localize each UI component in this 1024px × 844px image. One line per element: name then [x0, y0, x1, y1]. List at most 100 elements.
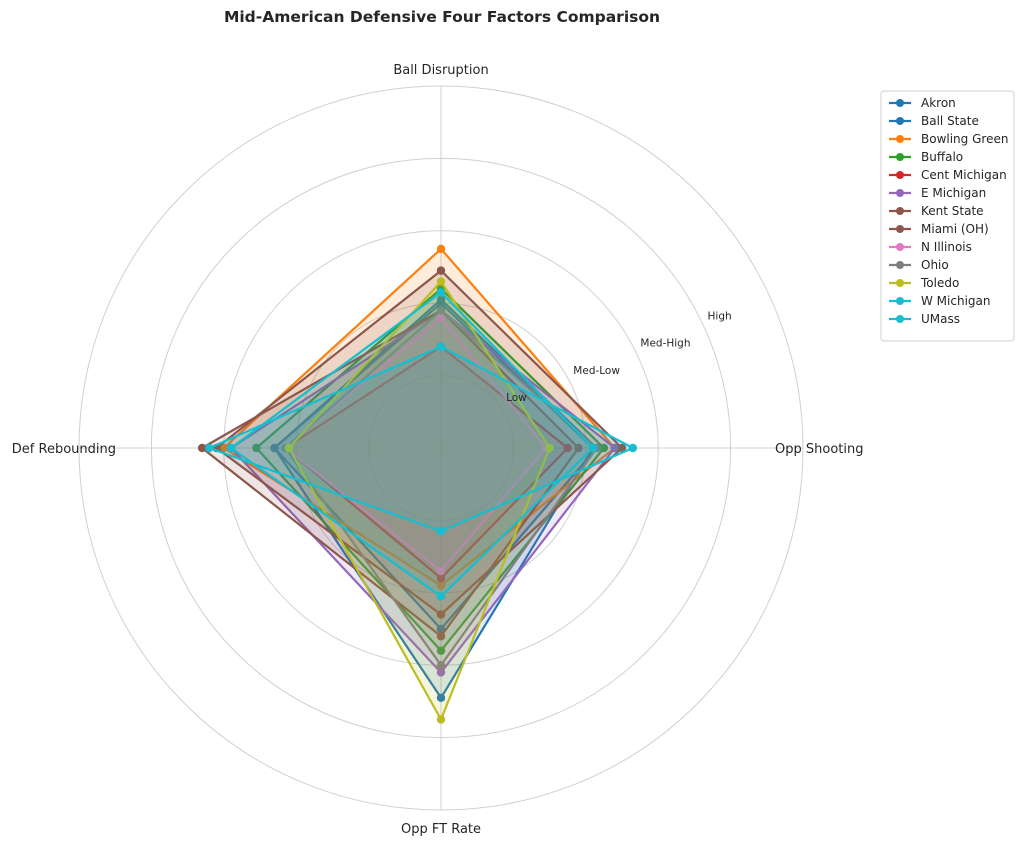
point-akron-opp-ft-rate [436, 693, 446, 702]
point-e-michigan-opp-ft-rate [436, 668, 446, 677]
axis-label-opp-ft-rate: Opp FT Rate [401, 822, 481, 837]
point-ohio-ball-disruption [436, 306, 446, 315]
series-area-n-illinois [285, 317, 546, 572]
legend-label: W Michigan [921, 294, 990, 308]
legend-marker [896, 315, 904, 323]
point-toledo-opp-shooting [545, 443, 554, 453]
point-buffalo-opp-ft-rate [436, 646, 446, 655]
point-n-illinois-opp-ft-rate [436, 566, 446, 576]
legend-item-w-michigan: W Michigan [889, 294, 990, 308]
series-umass [205, 342, 638, 536]
legend-item-e-michigan: E Michigan [889, 186, 986, 200]
legend-item-miami-oh: Miami (OH) [889, 222, 989, 236]
legend-marker [896, 117, 904, 125]
legend-marker [896, 135, 904, 143]
legend-label: Miami (OH) [921, 222, 989, 236]
point-e-michigan-opp-shooting [610, 443, 619, 453]
legend-label: Bowling Green [921, 132, 1008, 146]
point-w-michigan-opp-ft-rate [436, 592, 446, 601]
legend-marker [896, 171, 904, 179]
legend-item-cent-michigan: Cent Michigan [889, 168, 1007, 182]
point-cent-michigan-opp-ft-rate [436, 574, 446, 583]
point-umass-opp-ft-rate [436, 527, 446, 536]
point-ohio-opp-ft-rate [436, 661, 446, 670]
series-area-buffalo [256, 288, 604, 651]
point-miami-oh-opp-shooting [617, 443, 627, 453]
legend-marker [896, 297, 904, 305]
axis-label-ball-disruption: Ball Disruption [393, 63, 488, 78]
legend-label: N Illinois [921, 240, 972, 254]
point-bowling-green-opp-ft-rate [436, 581, 446, 590]
point-buffalo-opp-shooting [599, 443, 609, 453]
point-cent-michigan-opp-shooting [563, 443, 572, 453]
radar-series [197, 244, 638, 724]
legend-label: Cent Michigan [921, 168, 1007, 182]
legend-marker [896, 99, 904, 107]
series-area-ball-state [274, 299, 597, 629]
ring-label-med-high: Med-High [640, 338, 690, 350]
point-ball-state-def-rebounding [270, 443, 279, 453]
legend-label: Akron [921, 96, 956, 110]
axis-label-opp-shooting: Opp Shooting [775, 442, 863, 457]
ring-label-low: Low [506, 392, 527, 404]
legend-marker [896, 153, 904, 161]
legend-label: Ball State [921, 114, 979, 128]
legend-item-n-illinois: N Illinois [889, 240, 972, 254]
legend-item-ball-state: Ball State [889, 114, 979, 128]
legend: Akron Ball State Bowling Green Buffalo Cent … [880, 90, 1015, 342]
legend-item-umass: UMass [889, 312, 960, 326]
ring-label-med-low: Med-Low [573, 365, 620, 377]
point-n-illinois-ball-disruption [436, 313, 446, 322]
point-kent-state-opp-ft-rate [436, 632, 446, 641]
point-buffalo-def-rebounding [252, 443, 261, 453]
series-area-w-michigan [231, 292, 594, 597]
series-toledo [284, 277, 554, 724]
legend-item-bowling-green: Bowling Green [889, 132, 1008, 146]
legend-marker [896, 261, 904, 269]
legend-item-kent-state: Kent State [889, 204, 984, 218]
legend-label: Kent State [921, 204, 984, 218]
point-kent-state-def-rebounding [197, 443, 207, 453]
point-umass-ball-disruption [436, 342, 446, 351]
series-area-miami-oh [216, 270, 622, 615]
point-toledo-opp-ft-rate [436, 715, 446, 724]
legend-item-akron: Akron [889, 96, 956, 110]
axis-label-def-rebounding: Def Rebounding [12, 442, 116, 457]
point-umass-opp-shooting [628, 443, 638, 453]
ring-label-high: High [708, 311, 732, 323]
axis-labels: Ball Disruption Opp Shooting Opp FT Rate De… [12, 63, 864, 837]
legend-label: E Michigan [921, 186, 986, 200]
point-kent-state-opp-shooting [574, 443, 583, 453]
series-cent-michigan [281, 342, 572, 583]
point-toledo-def-rebounding [284, 443, 294, 453]
point-miami-oh-ball-disruption [436, 266, 446, 275]
chart-title: Mid-American Defensive Four Factors Comp… [224, 8, 660, 26]
legend-marker [896, 225, 904, 233]
legend-label: Ohio [921, 258, 949, 272]
legend-item-ohio: Ohio [889, 258, 949, 272]
legend-item-toledo: Toledo [889, 276, 959, 290]
legend-marker [896, 189, 904, 197]
legend-marker [896, 279, 904, 287]
legend-marker [896, 243, 904, 251]
point-ball-state-opp-ft-rate [436, 624, 446, 634]
point-w-michigan-def-rebounding [226, 443, 236, 453]
ring-labels: Low Med-Low Med-High High [506, 311, 732, 404]
series-area-akron [274, 303, 594, 698]
legend-label: UMass [921, 312, 960, 326]
legend-label: Toledo [920, 276, 959, 290]
legend-item-buffalo: Buffalo [889, 150, 963, 164]
legend-label: Buffalo [921, 150, 963, 164]
point-bowling-green-def-rebounding [219, 443, 228, 453]
series-w-michigan [226, 288, 598, 601]
point-umass-def-rebounding [205, 443, 214, 453]
point-bowling-green-ball-disruption [436, 244, 446, 254]
point-w-michigan-opp-shooting [588, 443, 598, 453]
legend-marker [896, 207, 904, 215]
point-w-michigan-ball-disruption [436, 288, 446, 297]
legend-box [880, 90, 1015, 342]
point-toledo-ball-disruption [436, 277, 446, 286]
point-miami-oh-opp-ft-rate [436, 610, 446, 619]
point-ball-state-ball-disruption [436, 295, 446, 304]
